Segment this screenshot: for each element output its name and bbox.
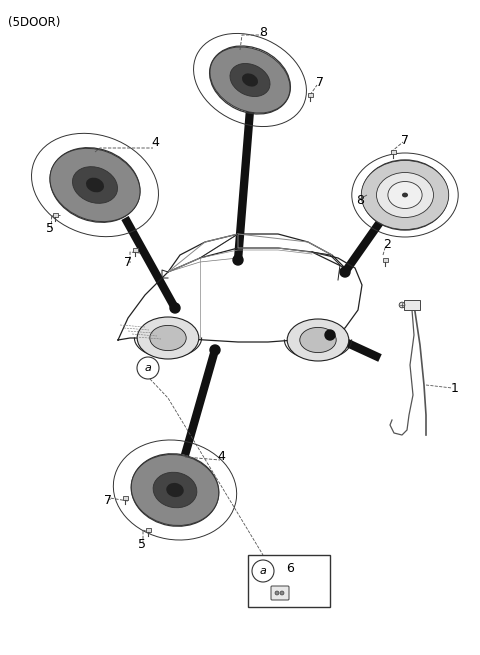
FancyBboxPatch shape — [271, 586, 289, 600]
Ellipse shape — [242, 73, 258, 86]
Ellipse shape — [137, 317, 199, 359]
Ellipse shape — [361, 160, 449, 229]
Bar — [391, 150, 396, 154]
Text: (5DOOR): (5DOOR) — [8, 16, 60, 29]
Circle shape — [280, 591, 284, 595]
Circle shape — [210, 345, 220, 355]
Ellipse shape — [72, 166, 118, 203]
Circle shape — [340, 267, 350, 277]
Bar — [383, 258, 387, 262]
Bar — [308, 93, 312, 97]
Circle shape — [233, 255, 243, 265]
Text: 5: 5 — [46, 221, 54, 234]
Text: a: a — [144, 363, 151, 373]
Circle shape — [170, 303, 180, 313]
Bar — [248, 555, 330, 607]
Ellipse shape — [210, 47, 290, 113]
Circle shape — [252, 560, 274, 582]
Ellipse shape — [50, 148, 140, 221]
Bar — [145, 528, 151, 532]
Ellipse shape — [287, 319, 349, 361]
Text: 6: 6 — [286, 563, 294, 576]
Text: 1: 1 — [451, 381, 459, 394]
Text: 8: 8 — [356, 193, 364, 206]
Circle shape — [275, 591, 279, 595]
Text: 4: 4 — [217, 451, 225, 464]
Ellipse shape — [150, 326, 186, 350]
Bar — [404, 300, 420, 310]
Text: 7: 7 — [401, 134, 409, 147]
Text: 7: 7 — [104, 493, 112, 506]
Ellipse shape — [300, 328, 336, 352]
Bar — [122, 496, 128, 500]
Circle shape — [399, 302, 405, 308]
Bar — [52, 213, 58, 217]
Text: 8: 8 — [259, 26, 267, 39]
Ellipse shape — [153, 472, 197, 508]
Circle shape — [137, 357, 159, 379]
Text: 5: 5 — [138, 538, 146, 552]
Ellipse shape — [86, 178, 104, 193]
Circle shape — [325, 330, 335, 340]
Ellipse shape — [131, 455, 219, 525]
Text: a: a — [260, 566, 266, 576]
Ellipse shape — [388, 181, 422, 208]
Ellipse shape — [402, 193, 408, 197]
Text: 7: 7 — [124, 257, 132, 269]
Text: 2: 2 — [383, 238, 391, 252]
Text: 4: 4 — [151, 136, 159, 149]
Bar — [132, 248, 137, 252]
Ellipse shape — [376, 172, 433, 217]
Ellipse shape — [230, 64, 270, 96]
Text: 7: 7 — [316, 75, 324, 88]
Ellipse shape — [166, 483, 184, 497]
